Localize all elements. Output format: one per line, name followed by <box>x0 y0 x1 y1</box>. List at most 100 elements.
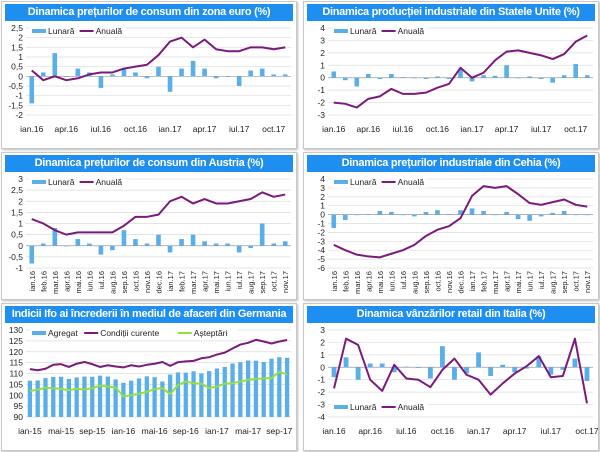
bar <box>179 239 184 246</box>
bar <box>121 68 127 77</box>
series-line <box>31 36 286 82</box>
series-line <box>333 34 588 109</box>
bar <box>248 245 253 248</box>
x-tick-label: oct.17 <box>262 124 285 134</box>
bar <box>144 243 150 246</box>
bar <box>331 367 337 378</box>
bar <box>277 357 282 417</box>
bar <box>331 214 337 228</box>
legend: Lunară Anuală <box>29 25 127 37</box>
bar <box>572 358 578 368</box>
bar <box>213 243 219 246</box>
x-tick-label: aug.16 <box>108 271 117 294</box>
series-line <box>333 185 588 259</box>
x-tick-label: apr.16 <box>62 271 71 292</box>
bar <box>113 379 118 417</box>
bar <box>391 367 397 373</box>
bar <box>342 214 348 220</box>
x-tick-label: sep.17 <box>560 271 569 294</box>
legend-label: Condiții curente <box>100 328 159 338</box>
y-tick-label: 125 <box>9 336 23 346</box>
bar <box>354 214 360 216</box>
y-tick-label: 2,5 <box>11 185 23 195</box>
x-tick-label: mai.16 <box>376 271 385 294</box>
bar <box>435 210 440 215</box>
legend-background <box>331 176 429 188</box>
x-tick-label: aug.17 <box>549 271 558 294</box>
bar <box>90 376 95 417</box>
legend-label: Lunară <box>48 177 75 187</box>
x-tick-label: apr.16 <box>364 271 373 292</box>
bar <box>105 376 110 417</box>
chart-title: Dinamica vânzărilor retail din Italia (%… <box>307 306 595 323</box>
y-tick-label: -5 <box>317 254 325 264</box>
x-tick-label: apr.17 <box>503 271 512 292</box>
bar <box>202 68 207 77</box>
bar <box>129 380 134 417</box>
bar <box>144 376 149 417</box>
bar <box>488 367 494 376</box>
bar <box>343 357 349 368</box>
x-tick-label: apr.17 <box>193 124 217 134</box>
bar <box>481 211 486 215</box>
bar <box>504 211 509 215</box>
bar <box>366 214 371 215</box>
y-tick-label: -1 <box>317 375 325 385</box>
bar <box>261 361 266 417</box>
x-tick-label: apr.17 <box>201 271 210 292</box>
x-tick-label: nov.17 <box>281 271 290 293</box>
y-tick-label: 105 <box>9 379 23 389</box>
y-tick-label: -1 <box>15 91 23 101</box>
y-tick-label: -3 <box>317 236 325 246</box>
bar <box>190 234 196 246</box>
x-tick-label: sep.17 <box>258 271 267 294</box>
y-tick-label: 115 <box>9 358 23 368</box>
y-tick-label: 3 <box>18 174 23 184</box>
y-tick-label: -0,5 <box>8 81 23 91</box>
legend-background <box>331 401 429 413</box>
bar <box>179 68 184 77</box>
y-tick-label: 1 <box>320 350 325 360</box>
x-tick-label: ian.16 <box>330 271 339 291</box>
bar <box>548 367 554 375</box>
y-tick-label: -3 <box>317 110 325 120</box>
bar <box>458 210 463 215</box>
y-tick-label: -0,5 <box>8 252 23 262</box>
bar <box>527 76 532 78</box>
x-tick-label: iul.16 <box>97 271 106 289</box>
x-tick-label: aug.17 <box>247 271 256 294</box>
bar <box>282 74 288 77</box>
x-tick-label: ian.16 <box>28 271 37 291</box>
x-tick-label: ian.17 <box>468 271 477 291</box>
bar <box>560 367 566 370</box>
legend-label: Așteptări <box>194 328 228 338</box>
bar <box>573 64 579 78</box>
chart-panel-austria-cpi: Dinamica prețurilor de consum din Austri… <box>1 152 297 300</box>
bar <box>87 243 92 246</box>
bar <box>144 76 150 79</box>
legend: Lunară Anuală <box>331 176 429 188</box>
bar <box>354 77 360 87</box>
y-tick-label: 0 <box>320 73 325 83</box>
x-tick-label: feb.16 <box>39 271 48 292</box>
y-tick-label: 4 <box>320 174 325 184</box>
bar <box>64 245 69 247</box>
bar <box>156 66 161 77</box>
x-tick-label: sep-16 <box>173 426 199 436</box>
bar <box>27 380 33 417</box>
chart-panel-us-industrial: Dinamica producției industriale din Stat… <box>303 1 599 149</box>
bar <box>152 377 157 417</box>
x-tick-label: iun.17 <box>224 271 233 291</box>
bar <box>527 214 532 221</box>
bar <box>191 371 196 417</box>
bar <box>367 363 373 368</box>
bar <box>561 211 567 215</box>
y-tick-label: 3 <box>320 325 325 335</box>
bar <box>74 377 79 417</box>
x-tick-label: oct.17 <box>270 271 279 291</box>
bar <box>500 364 506 368</box>
chart-svg: -3 -2 -1 0 1 2 3 4 ian.16 apr.16 iul.16 oct.16 ian.1… <box>317 23 593 134</box>
bar <box>440 346 445 368</box>
legend-label: Anuală <box>398 402 425 412</box>
chart-title: Indicii Ifo ai încrederii în mediul de a… <box>5 306 293 323</box>
